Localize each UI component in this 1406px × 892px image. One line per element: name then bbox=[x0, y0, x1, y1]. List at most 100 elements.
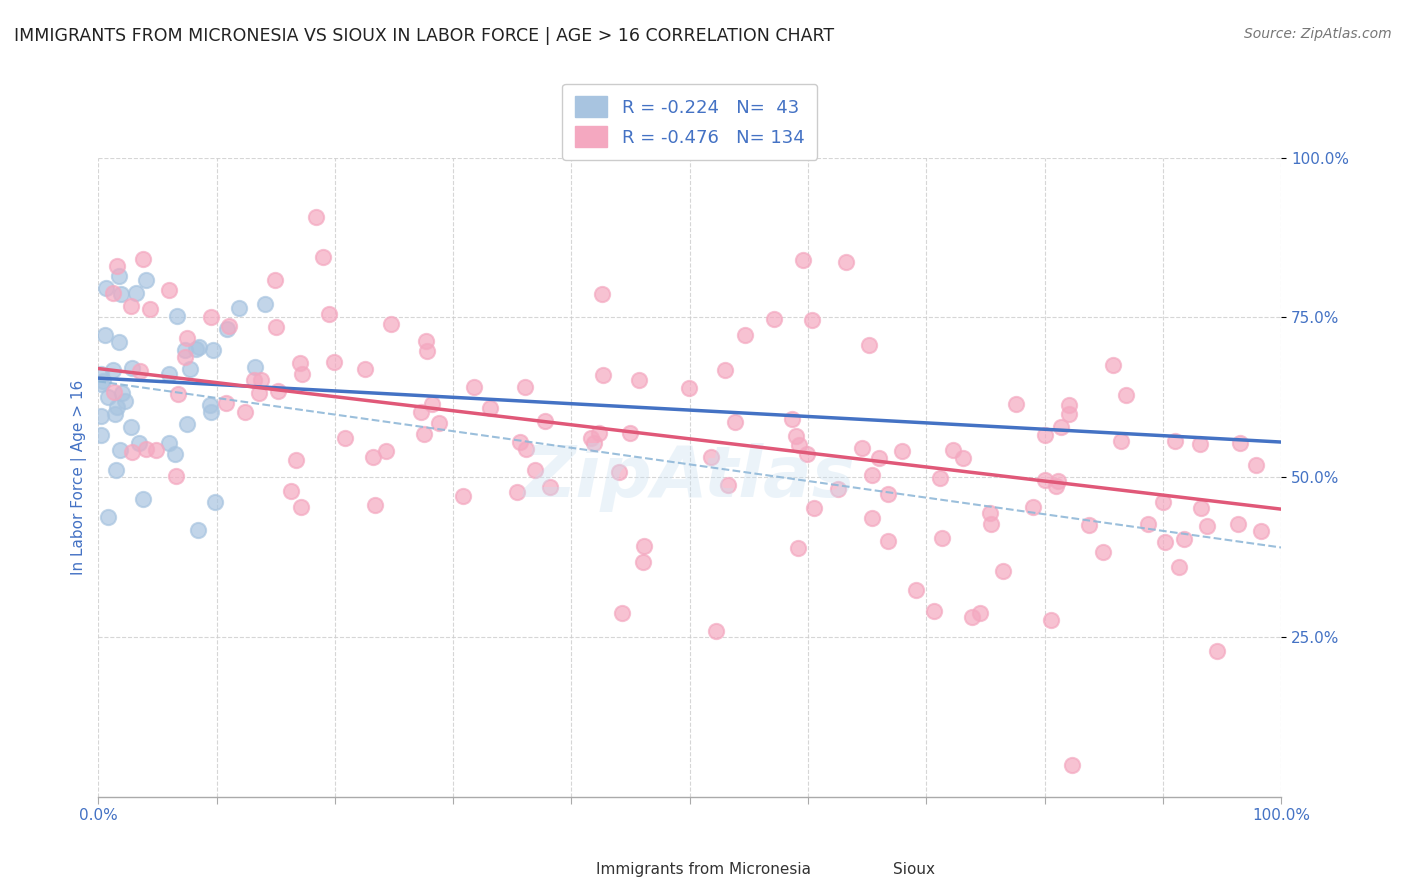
Point bbox=[267, 384, 290, 398]
Point bbox=[416, 343, 439, 358]
Point bbox=[243, 360, 266, 375]
Point bbox=[714, 363, 737, 377]
Point bbox=[860, 510, 883, 524]
Point bbox=[132, 252, 155, 266]
Point bbox=[1004, 397, 1026, 411]
Point bbox=[969, 606, 991, 620]
Point bbox=[785, 429, 807, 443]
Point bbox=[868, 451, 890, 466]
Point bbox=[304, 210, 326, 224]
Point bbox=[90, 368, 112, 382]
Point bbox=[1059, 398, 1081, 412]
Point bbox=[1136, 517, 1159, 532]
Point bbox=[163, 447, 186, 461]
Point bbox=[1050, 420, 1073, 434]
Point bbox=[105, 259, 128, 273]
Point bbox=[1057, 408, 1080, 422]
Point bbox=[290, 500, 312, 514]
Point bbox=[333, 431, 356, 445]
Point bbox=[876, 533, 898, 548]
Point bbox=[479, 401, 502, 416]
Point bbox=[108, 334, 131, 349]
Point bbox=[318, 308, 340, 322]
Point bbox=[139, 301, 162, 316]
Point bbox=[218, 318, 240, 333]
Point bbox=[980, 516, 1002, 531]
Point bbox=[91, 374, 114, 388]
Point bbox=[187, 523, 209, 537]
Point bbox=[1078, 518, 1101, 533]
Point bbox=[581, 431, 603, 445]
Point bbox=[103, 385, 125, 400]
Text: Sioux: Sioux bbox=[893, 863, 935, 877]
Point bbox=[187, 340, 209, 354]
Point bbox=[105, 462, 128, 476]
Point bbox=[166, 309, 188, 323]
Point bbox=[250, 373, 273, 387]
Point bbox=[409, 404, 432, 418]
Point bbox=[145, 442, 167, 457]
Point bbox=[1163, 434, 1185, 448]
Point bbox=[312, 250, 335, 264]
Point bbox=[111, 386, 134, 401]
Point bbox=[1045, 478, 1067, 492]
Point bbox=[858, 338, 880, 352]
Point bbox=[90, 376, 112, 391]
Point bbox=[891, 444, 914, 458]
Point bbox=[1035, 473, 1057, 487]
Point bbox=[787, 438, 810, 452]
Point bbox=[607, 465, 630, 479]
Point bbox=[101, 363, 124, 377]
Point bbox=[612, 606, 634, 620]
Point bbox=[979, 507, 1001, 521]
Point bbox=[90, 428, 112, 442]
Point bbox=[700, 450, 723, 464]
Point bbox=[242, 373, 264, 387]
Point bbox=[787, 541, 810, 556]
Point bbox=[233, 405, 256, 419]
Point bbox=[285, 453, 308, 467]
Point bbox=[1109, 434, 1132, 448]
Point bbox=[1173, 533, 1195, 547]
Point bbox=[174, 351, 197, 365]
Point bbox=[120, 299, 142, 313]
Point bbox=[108, 268, 131, 283]
Point bbox=[114, 394, 136, 409]
Point bbox=[582, 436, 605, 450]
Point bbox=[803, 501, 825, 516]
Point bbox=[633, 539, 655, 553]
Point bbox=[412, 427, 434, 442]
Point bbox=[734, 327, 756, 342]
Point bbox=[942, 443, 965, 458]
Point bbox=[827, 482, 849, 496]
Point bbox=[796, 447, 818, 461]
Point bbox=[176, 417, 198, 432]
Point bbox=[515, 442, 537, 456]
Point bbox=[1047, 474, 1070, 488]
Point bbox=[627, 373, 650, 387]
Point bbox=[427, 416, 450, 430]
Point bbox=[90, 409, 112, 423]
Point bbox=[132, 491, 155, 506]
Point bbox=[121, 445, 143, 459]
Point bbox=[184, 342, 207, 356]
Point bbox=[200, 405, 222, 419]
Point bbox=[97, 391, 120, 405]
Point bbox=[835, 255, 858, 269]
Legend: R = -0.224   N=  43, R = -0.476   N= 134: R = -0.224 N= 43, R = -0.476 N= 134 bbox=[562, 84, 817, 160]
Point bbox=[264, 319, 287, 334]
Point bbox=[228, 301, 250, 315]
Point bbox=[380, 318, 402, 332]
Point bbox=[1189, 437, 1212, 451]
Point bbox=[1102, 359, 1125, 373]
Point bbox=[1195, 518, 1218, 533]
Point bbox=[290, 356, 312, 370]
Point bbox=[105, 400, 128, 414]
Point bbox=[704, 624, 727, 638]
Point bbox=[592, 368, 614, 383]
Point bbox=[631, 555, 654, 569]
Point bbox=[415, 334, 437, 348]
Point bbox=[110, 287, 132, 301]
Point bbox=[179, 362, 201, 376]
Point bbox=[120, 419, 142, 434]
